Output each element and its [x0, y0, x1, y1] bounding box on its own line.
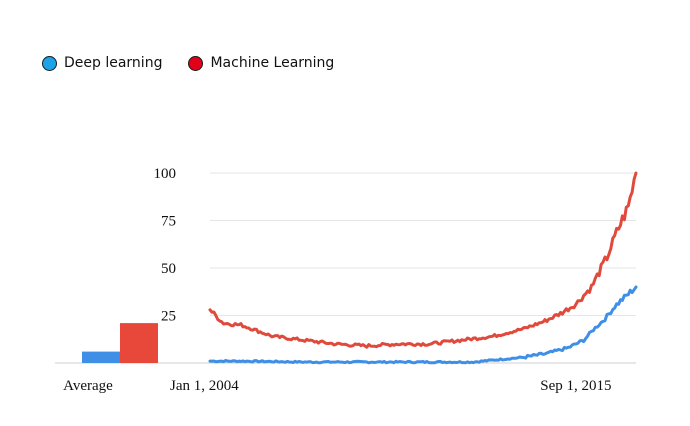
legend-item-machine-learning[interactable]: Machine Learning	[188, 55, 334, 71]
average-bar-deep-learning	[82, 351, 120, 363]
legend-item-deep-learning[interactable]: Deep learning	[42, 55, 162, 71]
chart-legend: Deep learning Machine Learning	[42, 55, 360, 71]
legend-label-machine-learning: Machine Learning	[210, 55, 335, 71]
average-label: Average	[63, 378, 113, 394]
series-line-deep-learning	[208, 285, 638, 365]
y-tick-50: 50	[161, 261, 176, 277]
y-tick-25: 25	[161, 309, 176, 325]
y-tick-100: 100	[154, 166, 177, 182]
legend-swatch-deep-learning	[42, 55, 57, 71]
series-line-machine-learning	[208, 171, 638, 349]
x-tick-sep-1-2015: Sep 1, 2015	[540, 378, 611, 394]
y-tick-75: 75	[161, 214, 176, 230]
legend-label-deep-learning: Deep learning	[64, 55, 163, 71]
x-tick-jan-1-2004: Jan 1, 2004	[170, 378, 239, 394]
legend-swatch-machine-learning	[188, 55, 204, 71]
average-bar-machine-learning	[120, 323, 158, 363]
